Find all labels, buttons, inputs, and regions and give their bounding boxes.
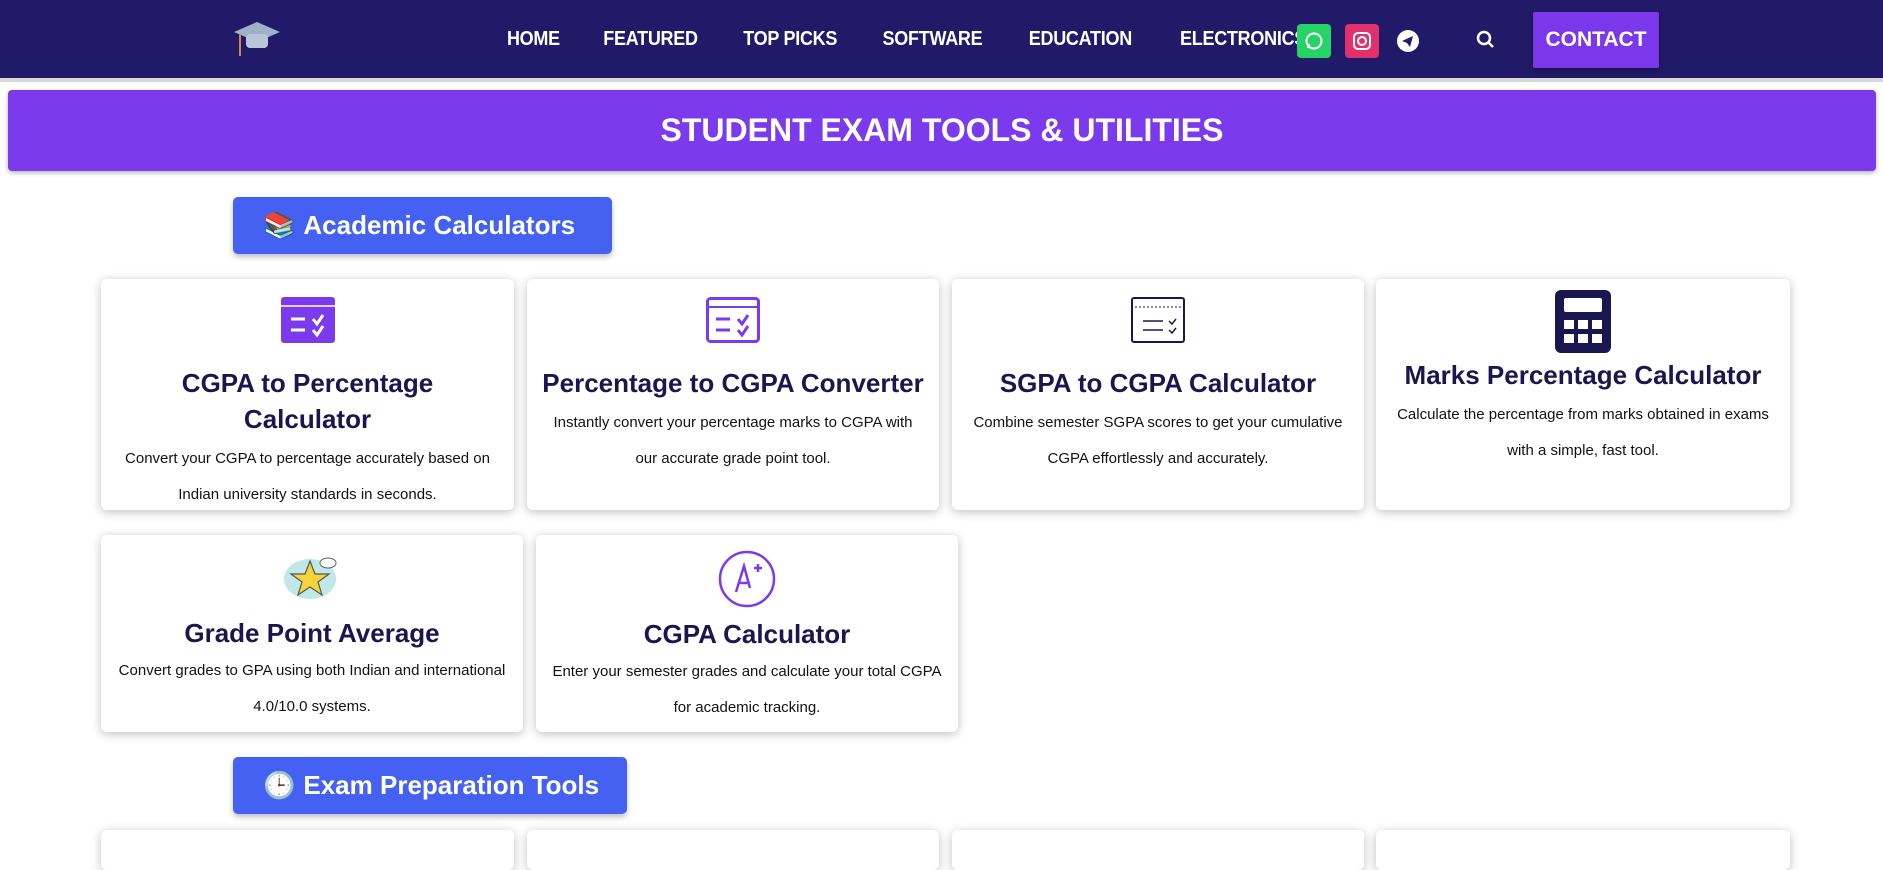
a-plus-grade-icon xyxy=(718,550,776,608)
nav-electronics[interactable]: ELECTRONICS xyxy=(1179,28,1306,50)
card-partial xyxy=(101,830,514,870)
checklist-icon xyxy=(280,297,335,343)
telegram-icon[interactable] xyxy=(1391,24,1425,58)
clock-icon: 🕒 xyxy=(263,770,296,800)
section-academic-calculators: 📚 Academic Calculators xyxy=(233,197,612,254)
nav-education[interactable]: EDUCATION xyxy=(1028,28,1133,50)
section-label: Academic Calculators xyxy=(303,210,576,240)
calculator-icon xyxy=(1555,290,1611,353)
card-partial xyxy=(952,830,1364,870)
nav-home[interactable]: HOME xyxy=(506,28,560,50)
card-title: CGPA Calculator xyxy=(643,619,851,649)
checklist-icon xyxy=(706,297,760,343)
card-cgpa-calculator[interactable]: CGPA Calculator Enter your semester grad… xyxy=(536,535,958,732)
card-grade-point-average[interactable]: Grade Point Average Convert grades to GP… xyxy=(101,535,523,732)
whatsapp-icon[interactable] xyxy=(1297,24,1331,58)
card-percentage-to-cgpa[interactable]: Percentage to CGPA Converter Instantly c… xyxy=(527,279,939,510)
card-partial xyxy=(527,830,939,870)
nav-software[interactable]: SOFTWARE xyxy=(882,28,983,50)
card-marks-percentage[interactable]: Marks Percentage Calculator Calculate th… xyxy=(1376,279,1790,510)
search-icon[interactable] xyxy=(1476,30,1496,50)
top-nav: HOME FEATURED TOP PICKS SOFTWARE EDUCATI… xyxy=(0,0,1883,82)
star-icon xyxy=(284,557,337,599)
checklist-icon xyxy=(1131,297,1185,343)
card-desc: Convert your CGPA to percentage accurate… xyxy=(125,450,490,503)
card-partial xyxy=(1376,830,1790,870)
card-desc: Convert grades to GPA using both Indian … xyxy=(118,662,506,715)
nav-featured[interactable]: FEATURED xyxy=(603,28,698,50)
card-desc: Instantly convert your percentage marks … xyxy=(553,414,913,467)
instagram-icon[interactable] xyxy=(1345,24,1379,58)
card-title: CGPA to Percentage Calculator xyxy=(181,368,434,434)
books-icon: 📚 xyxy=(263,210,296,240)
graduation-cap-logo[interactable] xyxy=(232,18,282,62)
card-cgpa-to-percentage[interactable]: CGPA to Percentage Calculator Convert yo… xyxy=(101,279,514,510)
card-desc: Combine semester SGPA scores to get your… xyxy=(973,414,1343,467)
nav-top-picks[interactable]: TOP PICKS xyxy=(743,28,837,50)
contact-button[interactable]: CONTACT xyxy=(1533,12,1659,68)
page-title: STUDENT EXAM TOOLS & UTILITIES xyxy=(8,90,1876,171)
card-desc: Enter your semester grades and calculate… xyxy=(552,663,942,716)
card-title: Percentage to CGPA Converter xyxy=(542,368,924,398)
card-title: Marks Percentage Calculator xyxy=(1404,360,1762,390)
card-title: SGPA to CGPA Calculator xyxy=(999,368,1317,398)
section-exam-preparation-tools: 🕒 Exam Preparation Tools xyxy=(233,757,627,814)
card-sgpa-to-cgpa[interactable]: SGPA to CGPA Calculator Combine semester… xyxy=(952,279,1364,510)
card-title: Grade Point Average xyxy=(184,618,440,648)
section-label: Exam Preparation Tools xyxy=(303,770,600,800)
card-desc: Calculate the percentage from marks obta… xyxy=(1397,406,1769,459)
